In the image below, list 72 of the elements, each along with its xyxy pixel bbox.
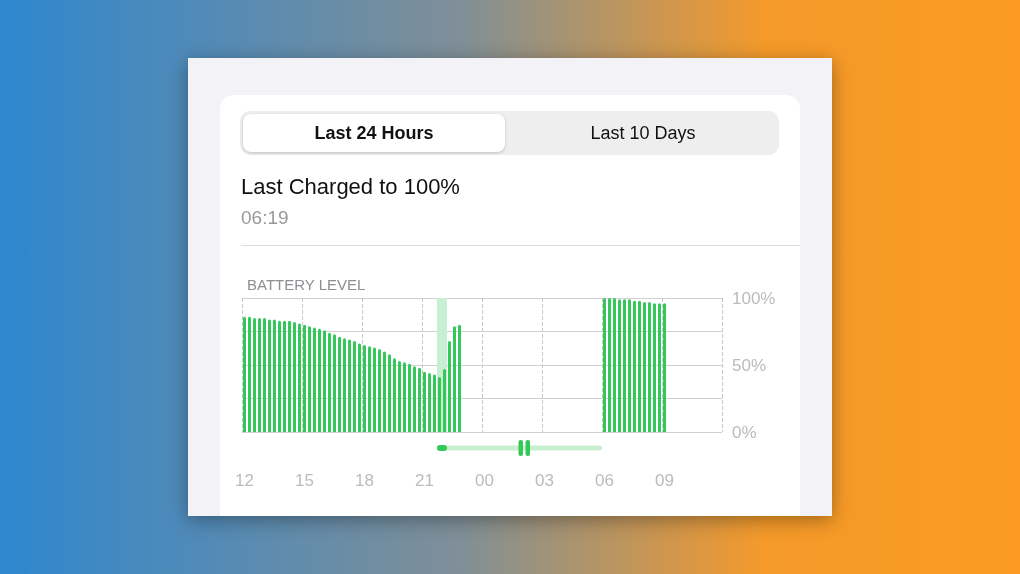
bar xyxy=(343,338,346,432)
bar xyxy=(258,318,261,432)
bar xyxy=(398,360,401,432)
bar xyxy=(628,299,631,432)
bar xyxy=(283,320,286,432)
bar xyxy=(448,340,451,432)
bar xyxy=(323,330,326,432)
bar xyxy=(653,303,656,432)
text: Last Charged to 100% xyxy=(241,174,460,200)
text: Last 10 Days xyxy=(589,122,697,145)
x-tick-label: 21 xyxy=(415,471,434,490)
bar xyxy=(613,298,616,432)
bar xyxy=(633,300,636,432)
bar xyxy=(328,332,331,432)
bar xyxy=(453,326,456,432)
bar xyxy=(438,377,441,432)
bar xyxy=(338,336,341,432)
text: 06:19 xyxy=(241,207,289,229)
bar xyxy=(423,371,426,432)
bar xyxy=(248,316,251,432)
bar xyxy=(418,367,421,432)
x-tick-label: 00 xyxy=(475,471,494,490)
bar xyxy=(428,373,431,432)
bar xyxy=(643,302,646,432)
bar xyxy=(268,319,271,432)
bar xyxy=(263,318,266,432)
bar xyxy=(403,362,406,432)
bar xyxy=(413,366,416,432)
bar xyxy=(298,323,301,432)
x-tick-label: 15 xyxy=(295,471,314,490)
bar xyxy=(458,324,461,432)
bar xyxy=(303,324,306,432)
bar xyxy=(663,303,666,432)
text: Last 24 Hours xyxy=(243,114,505,152)
bar xyxy=(293,322,296,432)
bar xyxy=(638,300,641,432)
x-tick-label: 18 xyxy=(355,471,374,490)
bar xyxy=(443,369,446,432)
bar xyxy=(378,348,381,432)
bar xyxy=(433,374,436,432)
bar xyxy=(393,358,396,432)
bar xyxy=(383,351,386,432)
bar xyxy=(648,302,651,432)
bar xyxy=(253,318,256,432)
bar xyxy=(333,334,336,432)
bar xyxy=(288,320,291,432)
x-tick-label: 12 xyxy=(235,471,254,490)
chart-title: BATTERY LEVEL xyxy=(247,276,366,293)
bar xyxy=(353,340,356,432)
bar xyxy=(373,347,376,432)
x-tick-label: 09 xyxy=(655,471,674,490)
bar xyxy=(363,344,366,432)
bar xyxy=(658,303,661,432)
bar xyxy=(608,298,611,432)
bar xyxy=(278,320,281,432)
bar xyxy=(388,354,391,432)
bar xyxy=(243,316,246,432)
y-tick-label: 100% xyxy=(732,288,776,308)
x-tick-label: 06 xyxy=(595,471,614,490)
bar xyxy=(313,327,316,432)
bar xyxy=(408,363,411,432)
x-tick-label: 03 xyxy=(535,471,554,490)
bar xyxy=(318,328,321,432)
bar xyxy=(618,299,621,432)
bar xyxy=(273,319,276,432)
bar xyxy=(368,346,371,432)
y-tick-label: 50% xyxy=(732,355,767,375)
y-tick-label: 0% xyxy=(732,422,757,442)
bar xyxy=(308,326,311,432)
bar xyxy=(348,339,351,432)
bar xyxy=(623,299,626,432)
bar xyxy=(358,343,361,432)
